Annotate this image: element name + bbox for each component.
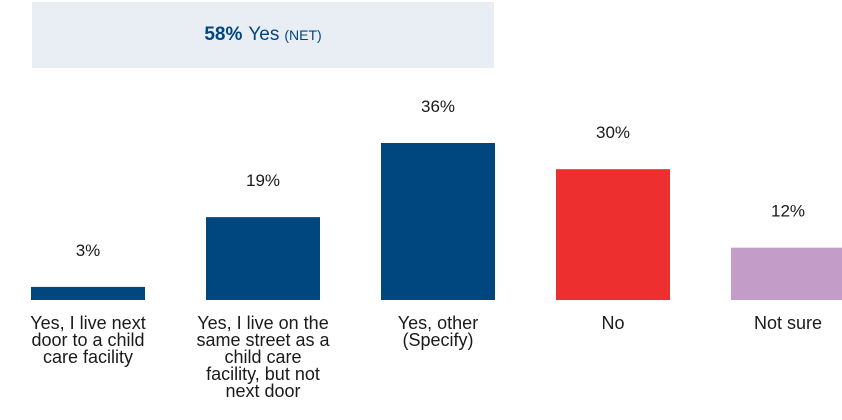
bar-3 <box>381 143 495 300</box>
category-label-line: door to a child <box>31 330 144 350</box>
category-label-line: facility, but not <box>206 364 320 384</box>
net-qualifier: (NET) <box>284 27 322 43</box>
category-label-line: next door <box>225 381 300 401</box>
net-label: Yes <box>248 24 280 45</box>
category-label-line: care facility <box>43 347 133 367</box>
category-label-line: Yes, other <box>398 313 478 333</box>
bar-2 <box>206 217 320 300</box>
category-label-line: Not sure <box>754 313 822 333</box>
category-label-5: Not sure <box>754 313 822 333</box>
category-label-line: No <box>601 313 624 333</box>
net-percent: 58% <box>204 24 243 45</box>
category-label-2: Yes, I live on the same street as a child … <box>196 313 330 401</box>
category-label-line: same street as a <box>196 330 330 350</box>
category-label-line: Yes, I live next <box>30 313 145 333</box>
category-label-line: child care <box>224 347 301 367</box>
category-label-line: Yes, I live on the <box>197 313 328 333</box>
category-label-3: Yes, other (Specify) <box>398 313 478 350</box>
bar-4 <box>556 169 670 300</box>
bar-5 <box>731 247 842 300</box>
net-summary-box: 58% Yes (NET) <box>32 2 494 68</box>
category-label-1: Yes, I live next door to a child care faci… <box>30 313 145 367</box>
value-label-5: 12% <box>771 202 805 221</box>
category-label-line: (Specify) <box>402 330 473 350</box>
value-label-2: 19% <box>246 171 280 190</box>
value-label-3: 36% <box>421 97 455 116</box>
value-label-4: 30% <box>596 123 630 142</box>
bar-1 <box>31 286 145 300</box>
category-label-4: No <box>601 313 624 333</box>
value-label-1: 3% <box>76 241 101 260</box>
